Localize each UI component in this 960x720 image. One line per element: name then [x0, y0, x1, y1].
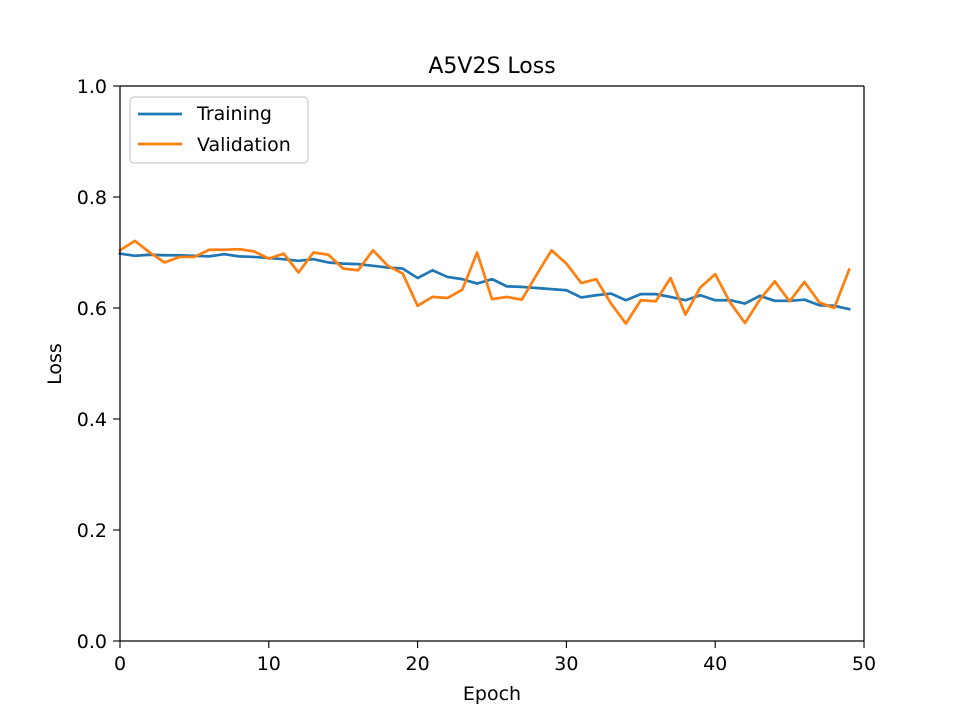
legend-validation-label: Validation — [197, 134, 291, 156]
x-axis-label: Epoch — [463, 683, 521, 705]
plot-area — [120, 86, 864, 641]
series-layer — [118, 239, 851, 325]
y-axis-ticks: 0.0 0.2 0.4 0.6 0.8 1.0 — [77, 76, 120, 653]
x-tick-label: 40 — [703, 653, 727, 675]
axes-frame — [119, 85, 865, 642]
x-axis-ticks: 0 10 20 30 40 50 — [114, 641, 876, 675]
x-tick-label: 20 — [406, 653, 430, 675]
y-tick-label: 0.6 — [77, 298, 107, 320]
legend: Training Validation — [129, 96, 309, 164]
y-tick-label: 0.8 — [77, 187, 107, 209]
y-tick-label: 0.4 — [77, 409, 107, 431]
y-axis-label: Loss — [44, 343, 66, 385]
y-tick-label: 0.2 — [77, 520, 107, 542]
chart-title: A5V2S Loss — [428, 54, 555, 79]
y-tick-label: 1.0 — [77, 76, 107, 98]
y-tick-label: 0.0 — [77, 631, 107, 653]
legend-training-label: Training — [196, 103, 272, 125]
plot-background — [120, 86, 864, 641]
x-tick-label: 50 — [852, 653, 876, 675]
series-line-validation — [118, 239, 851, 325]
x-tick-label: 10 — [257, 653, 281, 675]
x-tick-label: 0 — [114, 653, 126, 675]
x-tick-label: 30 — [554, 653, 578, 675]
